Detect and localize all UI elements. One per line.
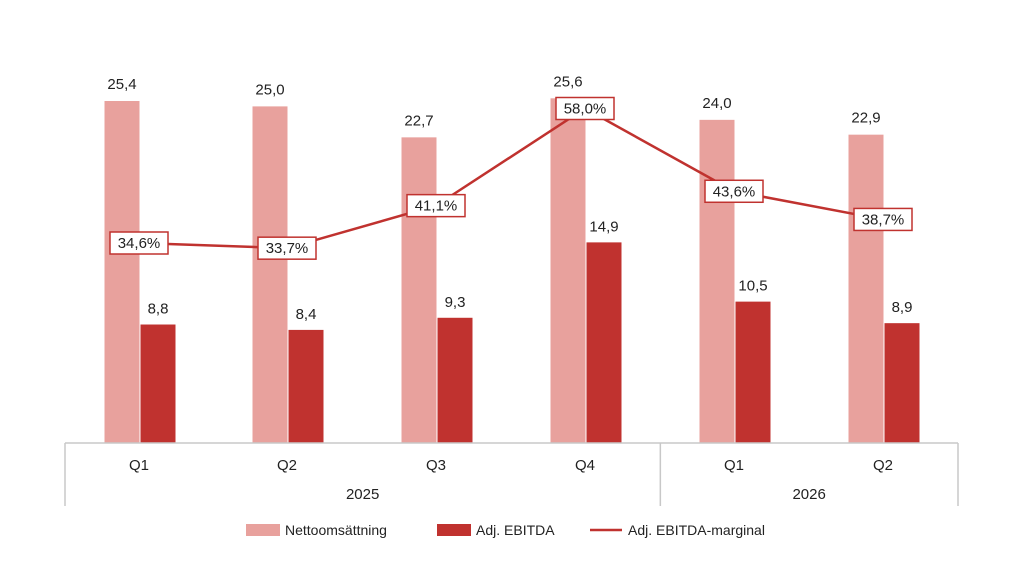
margin-point-box — [704, 179, 764, 204]
bar-adj-ebitda — [735, 301, 771, 443]
bar-adj-ebitda — [140, 324, 176, 443]
category-label: Q2 — [873, 457, 893, 474]
margin-point-label: 41,1% — [415, 198, 458, 215]
legend-swatch-adj-ebitda — [437, 524, 471, 536]
bar-label-adj-ebitda: 8,4 — [296, 306, 317, 323]
bar-label-adj-ebitda: 9,3 — [445, 294, 466, 311]
bar-label-adj-ebitda: 10,5 — [738, 278, 767, 295]
margin-point-box — [406, 193, 466, 218]
margin-line — [138, 107, 884, 250]
category-label: Q2 — [277, 457, 297, 474]
bar-label-adj-ebitda: 8,8 — [148, 301, 169, 318]
margin-point-label: 38,7% — [862, 211, 905, 228]
group-label: 2026 — [792, 486, 825, 503]
bar-label-adj-ebitda: 8,9 — [892, 299, 913, 316]
margin-point-label: 43,6% — [713, 183, 756, 200]
bar-adj-ebitda — [586, 242, 622, 443]
margin-point-box — [109, 231, 169, 255]
bar-label-nettoomsattning: 22,9 — [851, 110, 880, 127]
group-label: 2025 — [346, 486, 379, 503]
category-label: Q1 — [724, 457, 744, 474]
legend-swatch-nettoomsattning — [246, 524, 280, 536]
bar-nettoomsattning — [104, 101, 140, 443]
bar-label-nettoomsattning: 25,6 — [553, 73, 582, 90]
legend-label-adj-ebitda: Adj. EBITDA — [476, 522, 555, 538]
bar-adj-ebitda — [437, 317, 473, 443]
margin-point-box — [853, 207, 913, 232]
bar-label-nettoomsattning: 24,0 — [702, 95, 731, 112]
x-axis: 2025 2026 Q1 Q2 Q3 Q4 Q1 Q2 — [64, 442, 959, 506]
bar-label-adj-ebitda: 14,9 — [589, 218, 618, 235]
bar-nettoomsattning — [252, 106, 288, 443]
bar-adj-ebitda — [288, 329, 324, 443]
bars-layer: 25,4 8,8 25,0 8,4 22,7 9,3 25,6 14,9 24,0 10,5 22,… — [104, 73, 920, 444]
bar-adj-ebitda — [884, 323, 920, 443]
margin-point-box — [555, 96, 615, 121]
bar-label-nettoomsattning: 25,0 — [255, 81, 284, 98]
legend: Nettoomsättning Adj. EBITDA Adj. EBITDA-ma… — [246, 522, 765, 538]
bar-nettoomsattning — [550, 98, 586, 444]
margin-point-label: 34,6% — [118, 235, 161, 252]
bar-label-nettoomsattning: 22,7 — [404, 112, 433, 129]
legend-label-nettoomsattning: Nettoomsättning — [285, 522, 387, 538]
bar-nettoomsattning — [401, 137, 437, 444]
category-label: Q4 — [575, 457, 595, 474]
margin-point-box — [257, 236, 317, 260]
margin-point-label: 33,7% — [266, 240, 309, 257]
bar-nettoomsattning — [848, 134, 884, 443]
margin-point-label: 58,0% — [564, 101, 607, 118]
bar-nettoomsattning — [699, 119, 735, 443]
bar-label-nettoomsattning: 25,4 — [107, 76, 136, 93]
legend-label-margin: Adj. EBITDA-marginal — [628, 522, 765, 538]
margin-line-layer: 34,6% 33,7% 41,1% 58,0% 43,6% 38,7% — [109, 96, 913, 260]
category-label: Q3 — [426, 457, 446, 474]
category-label: Q1 — [129, 457, 149, 474]
